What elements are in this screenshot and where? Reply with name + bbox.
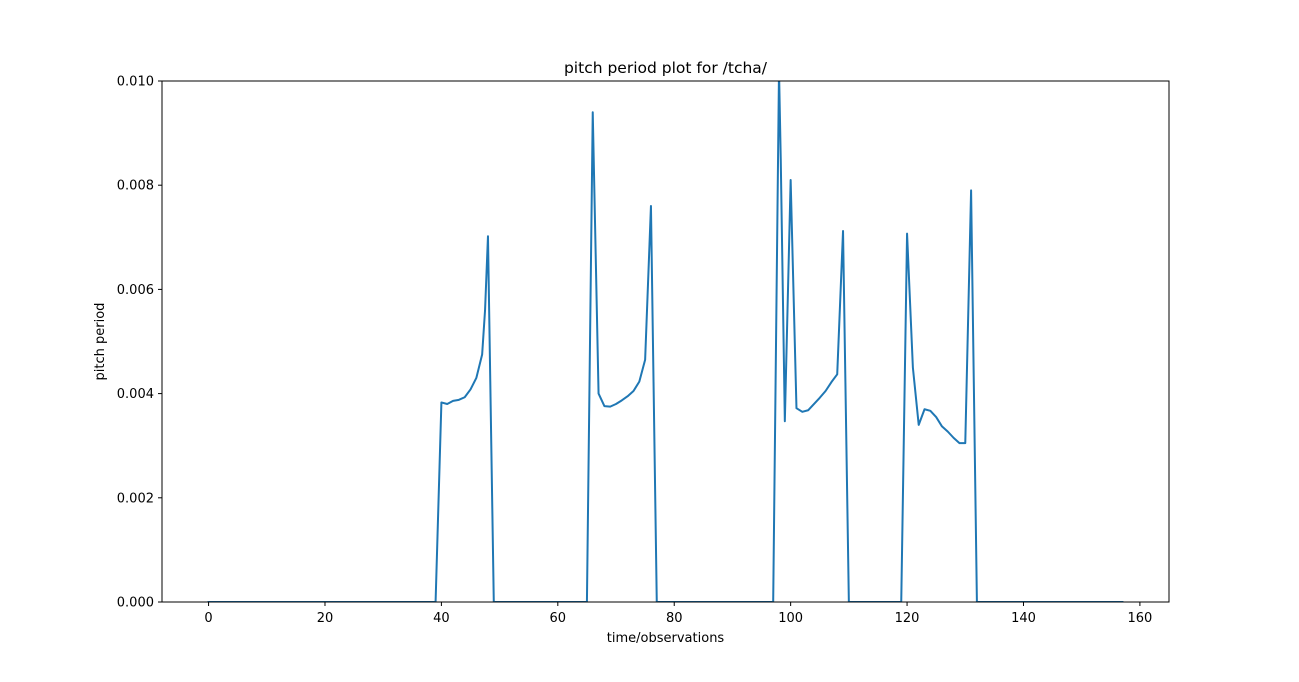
x-axis-label: time/observations [607,631,725,646]
series-group [207,81,1124,602]
y-tick-label: 0.002 [117,491,154,506]
series-line [207,81,1124,602]
x-tick-label: 60 [550,611,567,626]
x-tick-label: 100 [778,611,803,626]
y-tick-label: 0.000 [117,596,154,611]
chart-title: pitch period plot for /tcha/ [564,59,768,77]
y-axis-ticks: 0.000 0.002 0.004 0.006 0.008 0.010 [117,75,162,611]
y-tick-label: 0.004 [117,387,154,402]
x-tick-label: 20 [317,611,334,626]
x-tick-label: 140 [1011,611,1036,626]
x-axis-ticks: 0 20 40 60 80 100 120 140 160 [204,602,1152,626]
x-tick-label: 160 [1127,611,1152,626]
plot-frame [161,80,1170,603]
x-tick-label: 0 [204,611,212,626]
y-tick-label: 0.006 [117,283,154,298]
x-tick-label: 80 [666,611,683,626]
y-tick-label: 0.008 [117,179,154,194]
y-tick-label: 0.010 [117,75,154,90]
x-tick-label: 40 [433,611,450,626]
x-tick-label: 120 [895,611,920,626]
y-axis-label: pitch period [93,303,108,381]
